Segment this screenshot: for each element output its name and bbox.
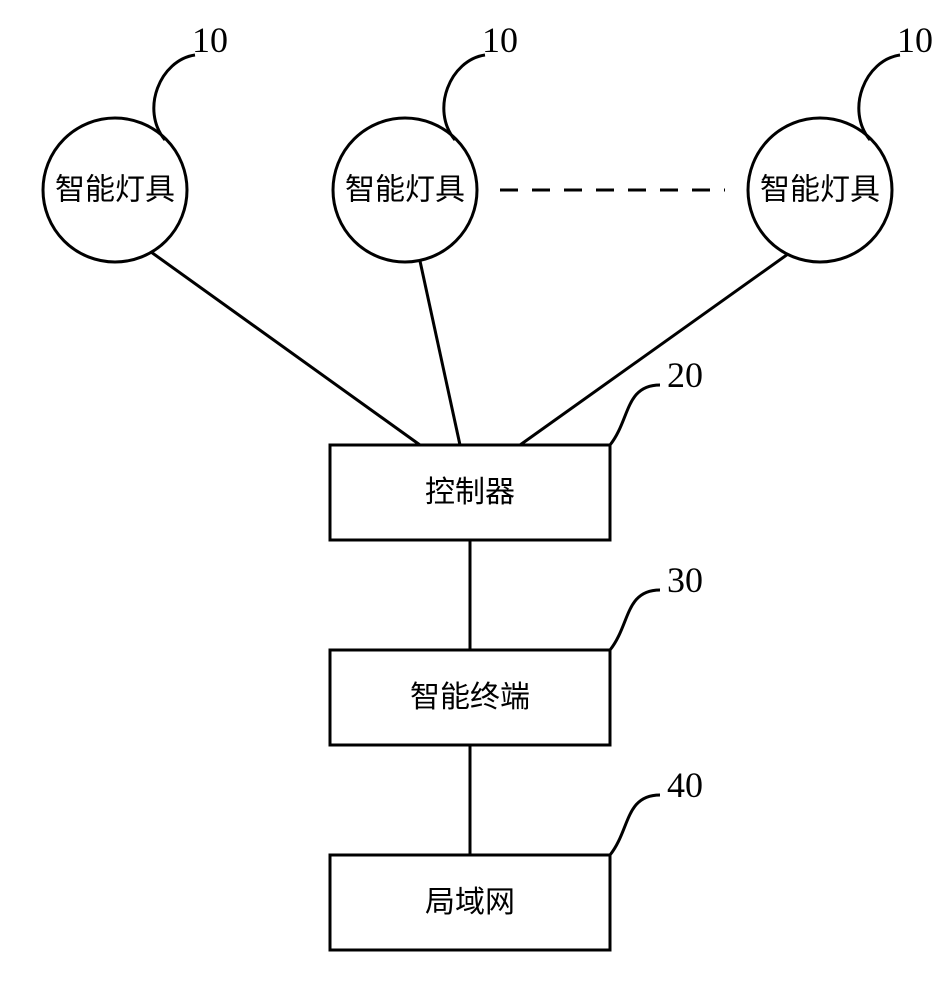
controller-label: 控制器 <box>425 476 515 509</box>
lamp-ref: 10 <box>192 20 228 60</box>
terminal-ref: 30 <box>667 560 703 600</box>
lamp-ref: 10 <box>897 20 933 60</box>
lan-ref: 40 <box>667 765 703 805</box>
lamp-ref: 10 <box>482 20 518 60</box>
controller-leader <box>610 385 660 445</box>
lan-leader <box>610 795 660 855</box>
controller-ref: 20 <box>667 355 703 395</box>
lamp-leader <box>154 55 195 140</box>
terminal-label: 智能终端 <box>410 681 530 714</box>
lamp-label: 智能灯具 <box>345 174 465 207</box>
lamp-leader <box>859 55 900 140</box>
edge <box>151 252 420 445</box>
edge <box>520 254 788 445</box>
lamp-leader <box>444 55 485 140</box>
edge <box>420 261 460 445</box>
terminal-leader <box>610 590 660 650</box>
lamp-label: 智能灯具 <box>55 174 175 207</box>
lan-label: 局域网 <box>425 886 515 919</box>
lamp-label: 智能灯具 <box>760 174 880 207</box>
